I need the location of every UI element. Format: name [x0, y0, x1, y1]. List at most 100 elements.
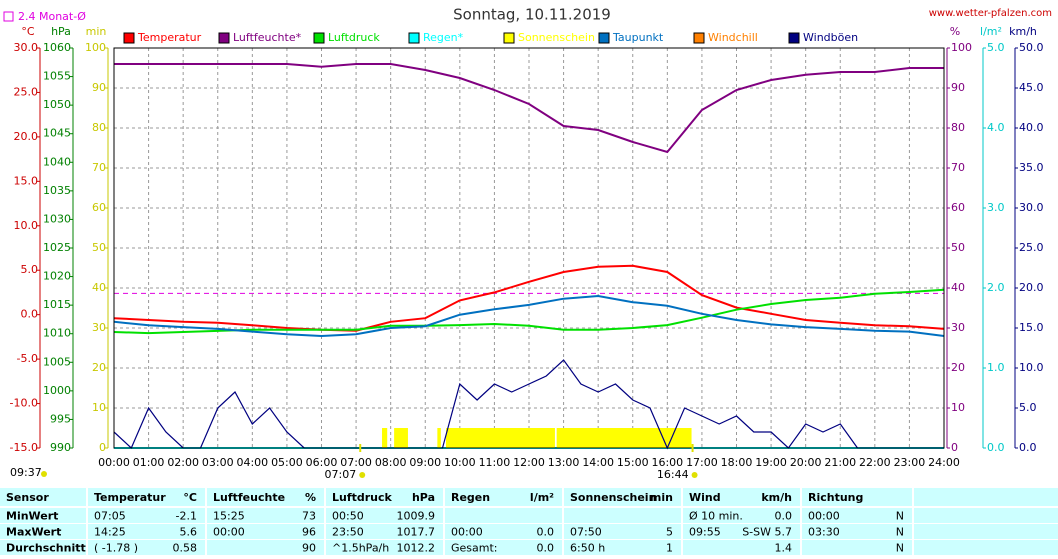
y-tick-label: 1015 — [43, 298, 71, 311]
table-cell-bg — [326, 508, 443, 523]
table-cell: 1009.9 — [397, 510, 436, 523]
table-cell: 03:30 — [808, 526, 840, 539]
y-tick-label: 30.0 — [1019, 201, 1044, 214]
x-tick-label: 19:00 — [755, 456, 787, 469]
table-cell: 6:50 h — [570, 542, 605, 555]
y-tick-label: 1010 — [43, 327, 71, 340]
y-tick-label: 25.0 — [14, 85, 39, 98]
x-tick-label: 11:00 — [479, 456, 511, 469]
table-cell: N — [896, 526, 904, 539]
series-line — [114, 63, 944, 154]
table-header: Richtung — [808, 491, 863, 504]
table-header: Luftfeuchte — [213, 491, 285, 504]
table-header: min — [650, 491, 673, 504]
sun-bar — [437, 428, 441, 448]
legend-label: Windböen — [803, 31, 858, 44]
axis-unit: °C — [21, 25, 35, 38]
y-tick-label: 60 — [92, 201, 106, 214]
table-cell-bg — [802, 508, 912, 523]
x-tick-label: 10:00 — [444, 456, 476, 469]
table-cell-bg — [914, 508, 1058, 523]
y-tick-label: 40 — [92, 281, 106, 294]
table-cell-bg — [207, 488, 324, 506]
y-tick-label: 1005 — [43, 355, 71, 368]
table-cell: 0.0 — [537, 542, 555, 555]
table-cell-bg — [564, 508, 681, 523]
table-cell: MaxWert — [6, 526, 61, 539]
y-tick-label: 1050 — [43, 98, 71, 111]
legend-swatch — [693, 32, 705, 44]
annotation-label: 07:07 — [325, 468, 357, 481]
table-cell: 0.0 — [775, 510, 793, 523]
y-tick-label: 30 — [951, 321, 965, 334]
x-tick-label: 24:00 — [928, 456, 960, 469]
legend-swatch — [218, 32, 230, 44]
table-header: Sonnenschein — [570, 491, 656, 504]
legend-label: Taupunkt — [612, 31, 664, 44]
y-tick-label: 1025 — [43, 241, 71, 254]
table-cell: Gesamt: — [451, 542, 498, 555]
table-cell-bg — [564, 540, 681, 555]
table-cell: 00:00 — [213, 526, 245, 539]
x-tick-label: 16:00 — [651, 456, 683, 469]
y-tick-label: 2.0 — [987, 281, 1005, 294]
table-cell: S-SW 5.7 — [742, 526, 792, 539]
table-cell: 96 — [302, 526, 316, 539]
table-cell-bg — [802, 488, 912, 506]
y-tick-label: 100 — [951, 41, 972, 54]
y-tick-label: 90 — [951, 81, 965, 94]
table-cell-bg — [802, 540, 912, 555]
table-cell-bg — [0, 540, 86, 555]
table-header: Luftdruck — [332, 491, 393, 504]
table-cell-bg — [445, 488, 562, 506]
table-cell: 00:00 — [451, 526, 483, 539]
table-cell-bg — [445, 540, 562, 555]
table-cell-bg — [207, 508, 324, 523]
x-tick-label: 02:00 — [167, 456, 199, 469]
table-cell: 00:50 — [332, 510, 364, 523]
x-tick-label: 03:00 — [202, 456, 234, 469]
table-header: hPa — [412, 491, 435, 504]
table-cell-bg — [88, 488, 205, 506]
source: www.wetter-pfalzen.com — [929, 8, 1052, 19]
y-tick-label: 5.0 — [21, 263, 39, 276]
table-cell: 73 — [302, 510, 316, 523]
y-tick-label: 0.0 — [1019, 441, 1037, 454]
table-header: °C — [183, 491, 197, 504]
x-tick-label: 09:00 — [409, 456, 441, 469]
table-cell-bg — [683, 540, 800, 555]
x-tick-label: 13:00 — [548, 456, 580, 469]
y-tick-label: 80 — [92, 121, 106, 134]
table-cell: -2.1 — [176, 510, 197, 523]
x-tick-label: 20:00 — [790, 456, 822, 469]
x-tick-label: 00:00 — [98, 456, 130, 469]
table-cell: 14:25 — [94, 526, 126, 539]
plot-border — [113, 47, 945, 449]
y-tick-label: 3.0 — [987, 201, 1005, 214]
axis-unit: l/m² — [980, 25, 1002, 38]
legend-swatch — [123, 32, 135, 44]
y-tick-label: 0 — [99, 441, 106, 454]
table-cell-bg — [0, 524, 86, 539]
table-cell: N — [896, 510, 904, 523]
legend-swatch — [408, 32, 420, 44]
y-tick-label: 50 — [951, 241, 965, 254]
table-cell: 1017.7 — [397, 526, 436, 539]
y-tick-label: 0.0 — [21, 308, 39, 321]
annotation-icon — [359, 472, 366, 478]
y-tick-label: -5.0 — [17, 352, 38, 365]
table-header: Wind — [689, 491, 721, 504]
table-cell: Ø 10 min. — [689, 510, 743, 523]
table-cell: 1012.2 — [397, 542, 436, 555]
annotation-label: 16:44 — [657, 468, 689, 481]
table-cell-bg — [326, 540, 443, 555]
legend-label: Sonnenschein — [518, 31, 595, 44]
table-cell-bg — [88, 540, 205, 555]
legend-swatch — [503, 32, 515, 44]
series-line — [113, 294, 945, 338]
table-header: l/m² — [530, 491, 554, 504]
y-tick-label: 20 — [92, 361, 106, 374]
table-cell: 00:00 — [808, 510, 840, 523]
